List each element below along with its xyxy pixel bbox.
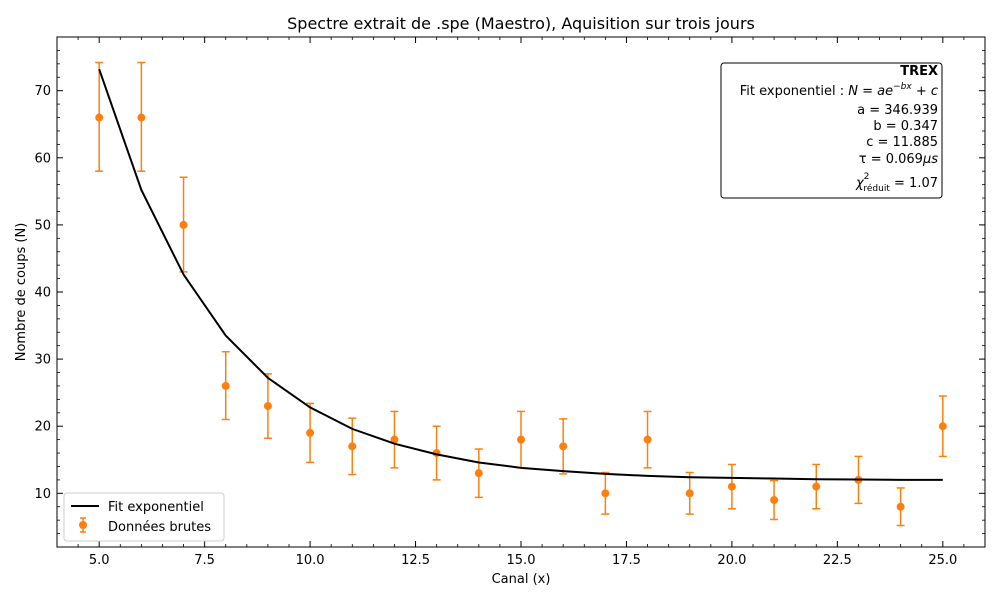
data-point	[517, 435, 525, 444]
fit-box-tau-unit: μs	[922, 152, 938, 167]
fit-box-title: TREX	[900, 64, 938, 79]
fit-parameters-box: TREX Fit exponentiel : N = ae−bx + c a =…	[720, 62, 943, 199]
x-tick-label: 20.0	[717, 553, 746, 568]
x-tick-label: 10.0	[296, 553, 325, 568]
fit-box-chi2: χ2 réduit = 1.07	[855, 172, 938, 194]
data-point	[812, 482, 821, 491]
y-tick-label: 60	[34, 151, 51, 166]
x-tick-label: 17.5	[612, 553, 641, 568]
x-axis: 5.0 7.5 10.0 12.5 15.0 17.5 20.0 22.5 25.0	[77, 37, 965, 568]
fit-box-chi-value: = 1.07	[890, 176, 938, 191]
y-tick-label: 30	[34, 353, 51, 368]
fit-box-tau: τ = 0.069μs	[859, 152, 938, 167]
legend: Fit exponentiel Données brutes	[63, 492, 225, 542]
fit-box-c: c = 11.885	[866, 135, 938, 150]
x-tick-label: 5.0	[89, 553, 110, 568]
fit-box-model-label: Fit exponentiel :	[740, 84, 848, 99]
y-tick-label: 40	[34, 286, 51, 301]
data-point	[727, 482, 736, 491]
legend-label-data: Données brutes	[108, 520, 211, 535]
y-tick-label: 10	[34, 487, 51, 502]
chart-title: Spectre extrait de .spe (Maestro), Aquis…	[287, 14, 755, 33]
fit-box-chi-symbol: χ	[855, 176, 865, 191]
data-point	[601, 489, 610, 498]
data-point	[263, 402, 272, 411]
fit-box-model-tail: + c	[912, 84, 938, 99]
fit-box-tau-prefix: τ = 0.069	[859, 152, 923, 167]
data-point	[896, 502, 905, 511]
data-point	[559, 442, 568, 451]
legend-errorbar-swatch	[79, 517, 87, 533]
legend-marker	[79, 521, 87, 529]
x-tick-label: 22.5	[823, 553, 852, 568]
fit-box-frame	[720, 62, 943, 199]
y-tick-label: 70	[34, 84, 51, 99]
plot-area	[95, 61, 947, 527]
x-tick-label: 7.5	[194, 553, 215, 568]
fit-box-model: Fit exponentiel : N = ae−bx + c	[740, 82, 938, 99]
data-point	[474, 469, 483, 478]
data-point	[770, 496, 779, 505]
data-point	[137, 113, 146, 122]
data-point	[306, 428, 315, 437]
y-axis: 10 20 30 40 50 60 70	[34, 50, 985, 534]
data-point	[685, 489, 694, 498]
data-point	[95, 113, 104, 122]
fit-line	[98, 68, 943, 481]
x-tick-label: 12.5	[401, 553, 430, 568]
fit-box-chi-sup: 2	[864, 172, 870, 182]
fit-box-a: a = 346.939	[857, 103, 938, 118]
fit-box-model-formula: N = ae	[848, 84, 893, 99]
x-tick-label: 15.0	[507, 553, 536, 568]
legend-label-fit: Fit exponentiel	[108, 500, 204, 515]
y-tick-label: 50	[34, 218, 51, 233]
data-point	[348, 442, 357, 451]
data-point	[643, 435, 652, 444]
data-point	[221, 381, 230, 390]
x-axis-label: Canal (x)	[492, 572, 551, 587]
x-tick-label: 25.0	[928, 553, 957, 568]
data-point	[179, 220, 188, 229]
y-axis-label: Nombre de coups (N)	[14, 223, 29, 362]
legend-frame	[63, 492, 225, 542]
data-point	[390, 435, 399, 444]
y-tick-label: 20	[34, 420, 51, 435]
fit-box-chi-sub: réduit	[863, 183, 890, 194]
fit-box-model-exponent: −bx	[893, 82, 912, 92]
fit-box-b: b = 0.347	[873, 119, 938, 134]
data-point	[938, 422, 947, 431]
